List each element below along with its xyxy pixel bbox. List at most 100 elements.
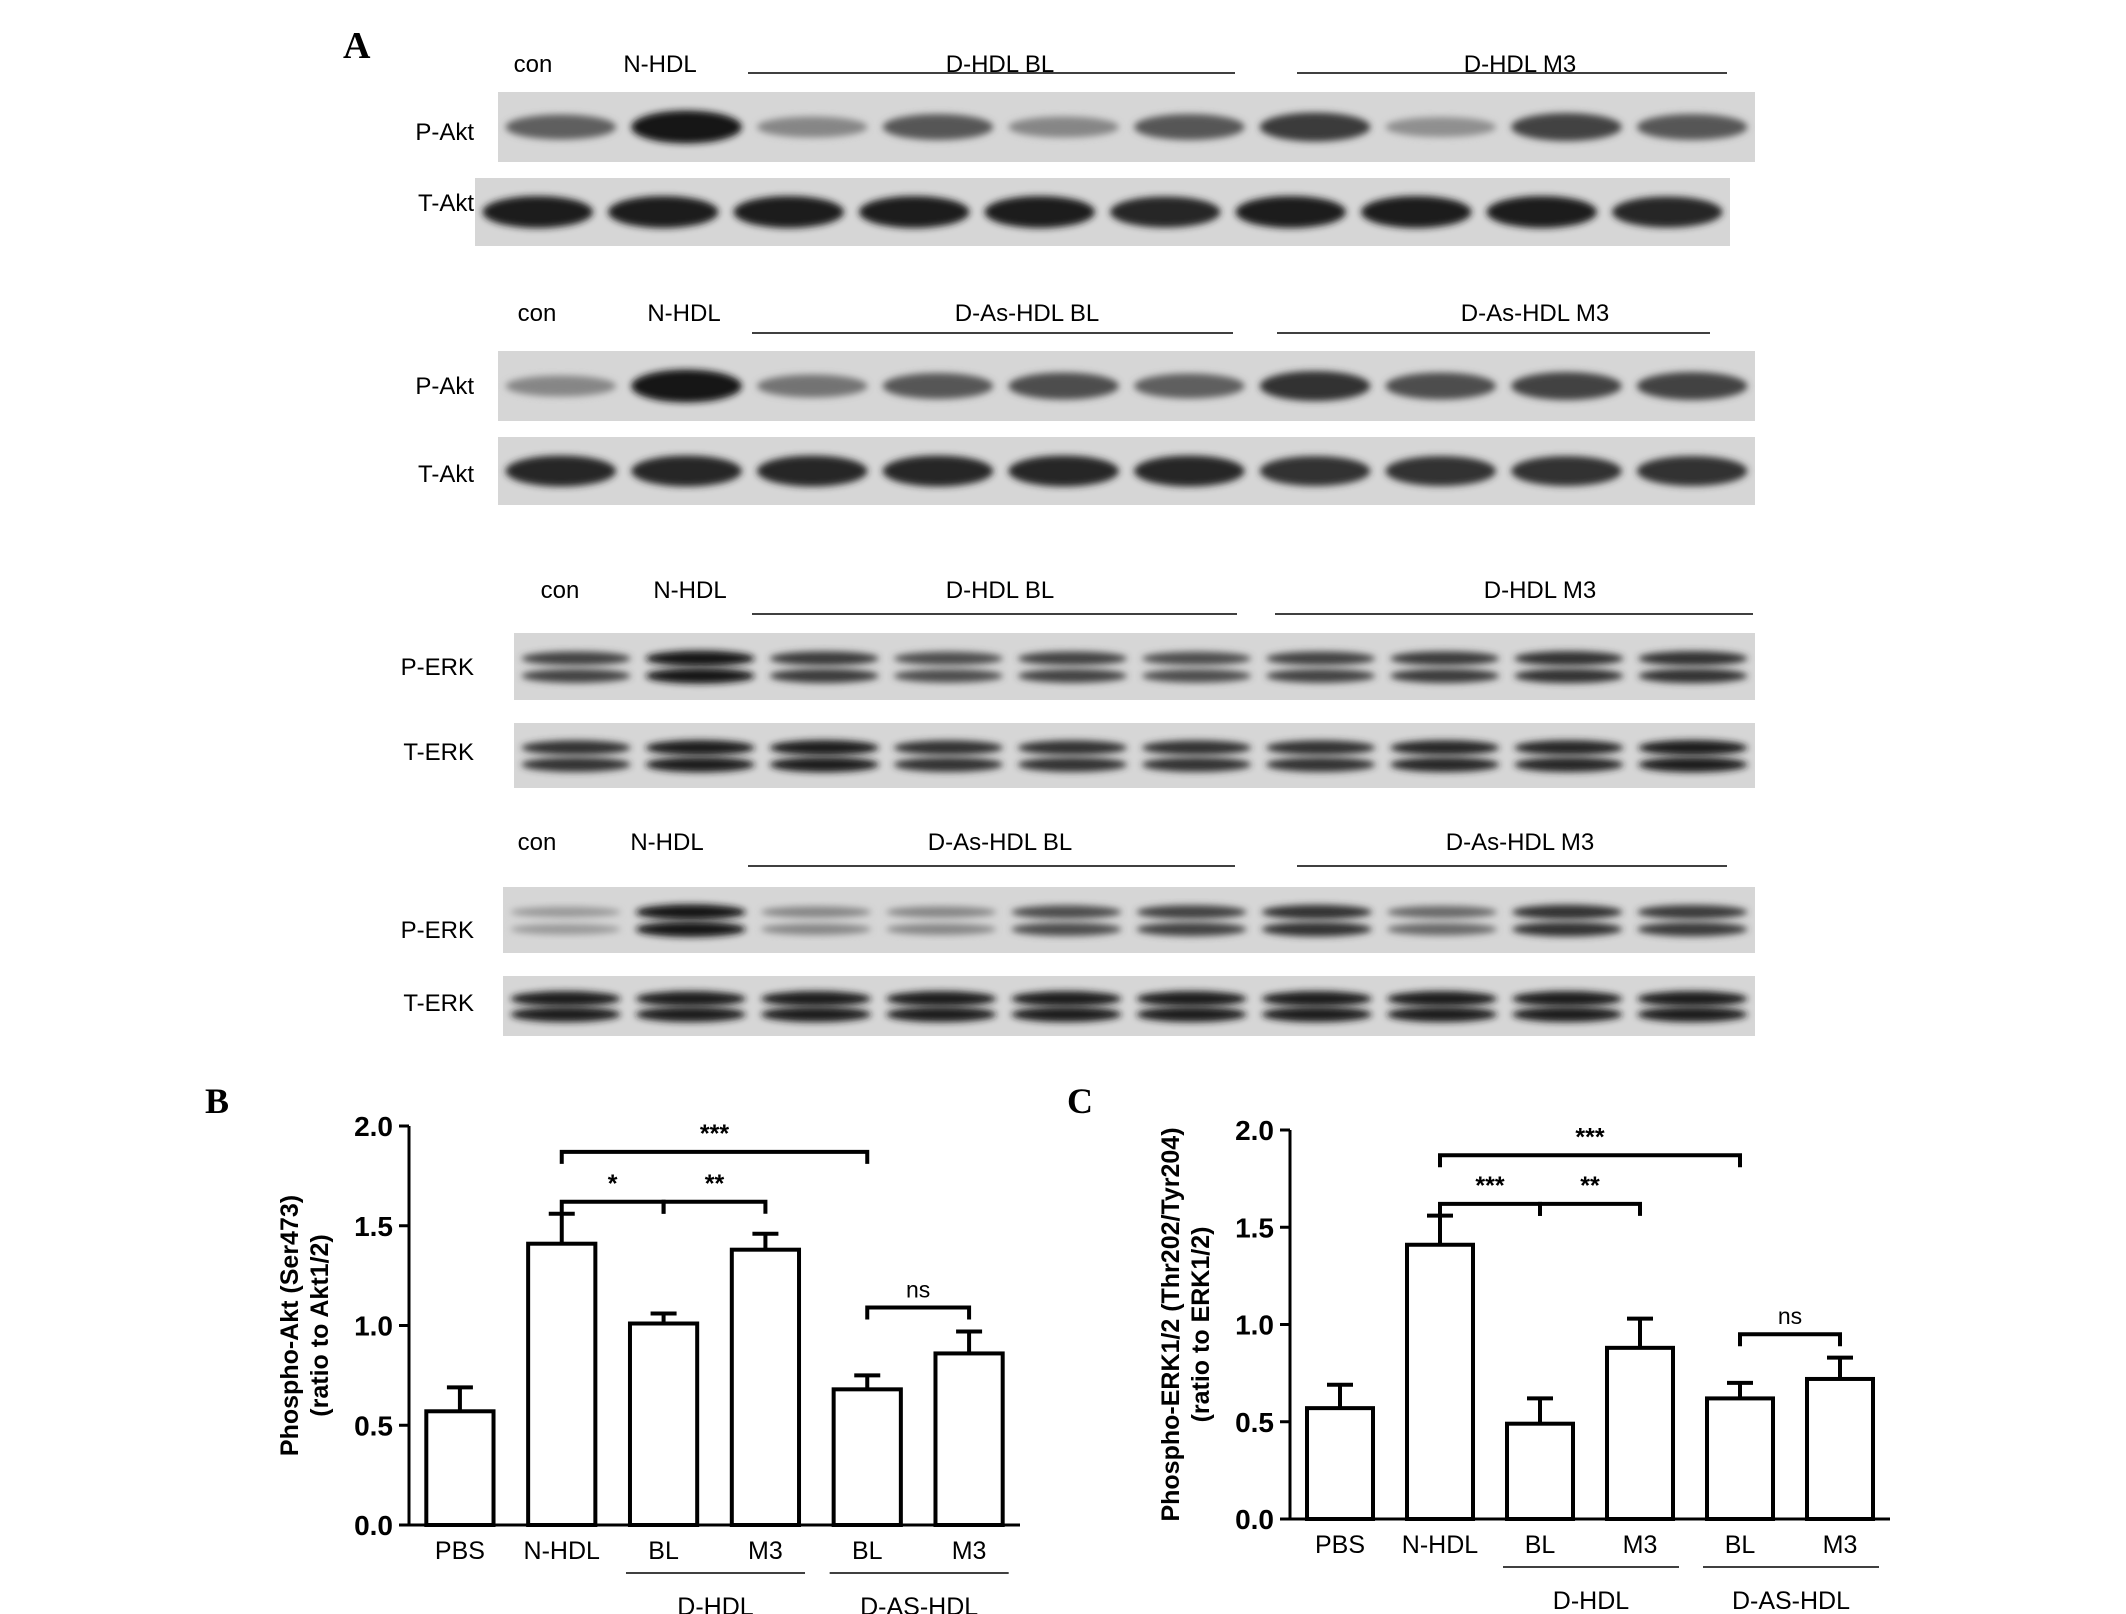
blot-band: [1514, 668, 1624, 684]
y-tick-label: 1.0: [354, 1311, 393, 1342]
y-axis-label-line: Phospho-Akt (Ser473): [276, 1195, 304, 1456]
blot-band: [510, 906, 621, 918]
blot-band: [505, 455, 617, 487]
blot-band: [1259, 112, 1371, 142]
blot-band: [1385, 372, 1497, 400]
blot-band: [1385, 117, 1497, 137]
blot-1: con N-HDL D-HDL BL D-HDL M3 P-Akt T-Akt: [415, 51, 1755, 246]
blot-band: [1361, 196, 1472, 228]
significance-bracket: [1438, 1153, 1742, 1168]
blot-band: [1390, 668, 1500, 684]
blot-group-label: D-HDL BL: [946, 577, 1054, 604]
blot-band: [760, 1006, 872, 1023]
blot-band: [1637, 904, 1748, 920]
significance-label: ns: [1778, 1303, 1802, 1329]
blot-band: [1612, 196, 1723, 228]
blot-band: [1141, 740, 1252, 755]
blot-row-label: P-Akt: [415, 373, 474, 400]
blot-band: [1134, 114, 1245, 140]
significance-label: ***: [700, 1120, 729, 1148]
x-tick-label: PBS: [435, 1537, 485, 1565]
significance-label: ***: [1575, 1123, 1604, 1151]
y-tick-label: 1.0: [1235, 1310, 1274, 1341]
blot-band: [1011, 922, 1122, 937]
blot-band: [510, 1006, 621, 1023]
blot-band: [760, 906, 872, 918]
blot-band: [1011, 991, 1122, 1007]
blot-band: [1017, 668, 1128, 683]
bar: [1405, 1242, 1475, 1521]
significance-bracket: [1438, 1201, 1542, 1216]
blot-band: [1636, 456, 1748, 486]
blot-band: [1141, 651, 1252, 666]
blot-band: [1008, 372, 1119, 400]
blot-band: [1385, 456, 1497, 486]
blot-band: [521, 740, 631, 755]
blot-band: [1134, 373, 1245, 399]
bar: [729, 1247, 802, 1527]
bar: [1805, 1376, 1875, 1521]
panel-label-b: B: [205, 1081, 229, 1121]
blot-band: [1637, 991, 1748, 1007]
blot-band: [631, 455, 742, 487]
blot-group-label: N-HDL: [647, 300, 720, 327]
x-tick-label: M3: [952, 1537, 987, 1565]
blot-band: [1259, 456, 1371, 486]
blot-band: [893, 757, 1003, 772]
x-tick-label: PBS: [1315, 1531, 1365, 1559]
blot-group-label: D-HDL M3: [1484, 577, 1596, 604]
blot-band: [1134, 455, 1245, 487]
blot-band: [882, 455, 994, 487]
y-tick-label: 1.5: [354, 1211, 393, 1242]
blot-band: [769, 668, 879, 684]
blot-band: [1110, 196, 1221, 228]
panel-label-c: C: [1067, 1081, 1093, 1121]
blot-band: [886, 991, 997, 1007]
blot-band: [882, 114, 994, 140]
x-tick-label: BL: [1725, 1531, 1756, 1559]
blot-band: [756, 116, 868, 138]
significance-label: ns: [906, 1277, 930, 1303]
blot-band: [482, 196, 593, 228]
bar: [424, 1409, 496, 1528]
x-tick-label: M3: [1823, 1531, 1858, 1559]
blot-group-label: D-HDL M3: [1464, 51, 1576, 78]
blot-band: [886, 923, 997, 935]
blot-band: [893, 669, 1003, 683]
blot-band: [1638, 740, 1748, 756]
blot-band: [1390, 757, 1500, 773]
bar: [1505, 1421, 1575, 1521]
blot-band: [521, 651, 631, 666]
blot-membrane: [503, 976, 1755, 1036]
blot-band: [1390, 651, 1500, 666]
blot-band: [505, 375, 617, 397]
blot-band: [1637, 922, 1748, 937]
blot-band: [1386, 905, 1498, 919]
panel-label-a: A: [343, 25, 371, 67]
y-tick-label: 2.0: [354, 1111, 393, 1142]
group-label: D-HDL: [677, 1593, 753, 1614]
significance-bracket: [865, 1305, 972, 1320]
blot-row-label: T-ERK: [403, 739, 474, 766]
x-tick-label: N-HDL: [1402, 1531, 1478, 1559]
blot-group-label: N-HDL: [653, 577, 726, 604]
blot-group-label: N-HDL: [623, 51, 696, 78]
significance-label: **: [705, 1170, 725, 1198]
blot-band: [1386, 991, 1498, 1007]
blot-band: [1136, 991, 1247, 1007]
blot-band: [1017, 757, 1128, 772]
blot-band: [521, 757, 631, 772]
blot-band: [1136, 922, 1247, 937]
blot-group-label: con: [518, 829, 557, 856]
blot-band: [886, 906, 997, 918]
blot-group-label: D-HDL BL: [946, 51, 1054, 78]
y-axis-label: Phospho-Akt (Ser473)(ratio to Akt1/2): [276, 1195, 334, 1456]
significance-bracket: [1738, 1332, 1842, 1347]
blot-band: [1638, 756, 1748, 773]
blot-band: [510, 991, 621, 1007]
blot-band: [645, 650, 755, 667]
y-tick-label: 0.0: [1235, 1504, 1274, 1535]
blot-band: [635, 904, 746, 920]
blot-band: [1512, 904, 1623, 920]
blot-row-label: P-Akt: [415, 119, 474, 146]
